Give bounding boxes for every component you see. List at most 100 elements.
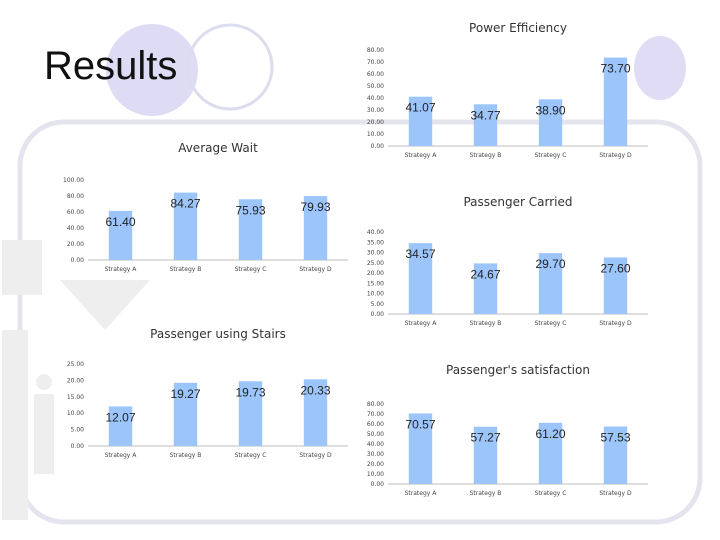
bar — [238, 199, 263, 260]
x-tick-label: Strategy D — [599, 152, 632, 159]
y-tick-label: 40.00 — [367, 441, 384, 448]
chart-passengers-satisfaction: Passenger's satisfaction 0.00 10.00 20.00 30… — [358, 360, 658, 500]
x-tick-label: Strategy C — [235, 266, 267, 273]
slide-frame — [17, 119, 703, 525]
chart-title: Power Efficiency — [469, 21, 567, 35]
data-label: 61.20 — [535, 427, 565, 441]
x-tick-label: Strategy D — [599, 320, 632, 327]
bar — [538, 99, 563, 146]
y-tick-label: 20.00 — [367, 461, 384, 468]
y-tick-label: 25.00 — [367, 260, 384, 267]
y-tick-label: 20.00 — [67, 241, 84, 248]
x-tick-label: Strategy C — [535, 320, 567, 327]
data-label: 57.27 — [470, 431, 500, 445]
y-tick-label: 70.00 — [367, 59, 384, 66]
bar — [303, 196, 328, 260]
decor-circle-outline — [186, 23, 274, 111]
slide-title: Results — [44, 44, 178, 88]
y-tick-label: 50.00 — [367, 83, 384, 90]
data-label: 29.70 — [535, 257, 565, 271]
x-tick-label: Strategy A — [405, 320, 438, 327]
chart-passenger-carried: Passenger Carried 0.00 5.00 10.00 15.00 20.00… — [358, 192, 658, 332]
x-tick-label: Strategy A — [405, 490, 438, 497]
decor-blob-right — [634, 36, 686, 100]
y-tick-label: 10.00 — [367, 131, 384, 138]
bar — [408, 96, 433, 146]
y-tick-label: 80.00 — [367, 47, 384, 54]
y-tick-label: 10.00 — [367, 291, 384, 298]
y-tick-label: 25.00 — [67, 361, 84, 368]
y-tick-label: 20.00 — [67, 377, 84, 384]
y-tick-label: 30.00 — [367, 250, 384, 257]
data-label: 27.60 — [600, 261, 630, 275]
x-tick-label: Strategy B — [170, 452, 202, 459]
bar — [473, 426, 498, 484]
x-tick-label: Strategy A — [105, 452, 138, 459]
data-label: 19.73 — [235, 385, 265, 399]
bar — [408, 243, 433, 314]
chart-svg: Passenger using Stairs 0.00 5.00 10.00 15.00… — [67, 327, 348, 459]
y-tick-label: 40.00 — [367, 229, 384, 236]
data-label: 61.40 — [105, 215, 135, 229]
data-label: 12.07 — [105, 410, 135, 424]
bar — [238, 381, 263, 446]
y-tick-label: 15.00 — [67, 394, 84, 401]
y-tick-label: 15.00 — [367, 280, 384, 287]
x-tick-label: Strategy A — [405, 152, 438, 159]
data-label: 84.27 — [170, 197, 200, 211]
y-tick-label: 5.00 — [371, 301, 385, 308]
bar — [473, 263, 498, 314]
bar — [603, 57, 628, 147]
data-label: 20.33 — [300, 383, 330, 397]
x-tick-label: Strategy B — [170, 266, 202, 273]
y-tick-label: 0.00 — [371, 143, 385, 150]
y-tick-label: 30.00 — [367, 107, 384, 114]
bar — [408, 413, 433, 484]
data-label: 34.57 — [405, 247, 435, 261]
y-tick-label: 10.00 — [67, 410, 84, 417]
y-tick-label: 0.00 — [71, 443, 85, 450]
x-tick-label: Strategy C — [535, 490, 567, 497]
y-tick-label: 70.00 — [367, 411, 384, 418]
chart-svg: Passenger's satisfaction 0.00 10.00 20.00 30… — [367, 363, 648, 497]
y-tick-label: 40.00 — [67, 225, 84, 232]
y-tick-label: 60.00 — [367, 71, 384, 78]
x-tick-label: Strategy C — [235, 452, 267, 459]
bar — [108, 210, 133, 260]
y-tick-label: 0.00 — [371, 481, 385, 488]
y-tick-label: 20.00 — [367, 119, 384, 126]
chart-passenger-using-stairs: Passenger using Stairs 0.00 5.00 10.00 15.00… — [32, 324, 348, 464]
x-tick-label: Strategy D — [299, 266, 332, 273]
chart-title: Average Wait — [178, 141, 258, 155]
y-tick-label: 0.00 — [71, 257, 85, 264]
x-tick-label: Strategy A — [105, 266, 138, 273]
data-label: 24.67 — [470, 267, 500, 281]
y-tick-label: 10.00 — [367, 471, 384, 478]
chart-title: Passenger using Stairs — [150, 327, 286, 341]
y-tick-label: 60.00 — [367, 421, 384, 428]
chart-svg: Power Efficiency 0.00 10.00 20.00 30.00 40.00… — [367, 21, 648, 159]
x-tick-label: Strategy B — [470, 152, 502, 159]
x-tick-label: Strategy B — [470, 320, 502, 327]
x-tick-label: Strategy B — [470, 490, 502, 497]
y-tick-label: 30.00 — [367, 451, 384, 458]
chart-average-wait: Average Wait 0.00 20.00 40.00 60.00 80.00 100.… — [32, 138, 348, 278]
data-label: 38.90 — [535, 103, 565, 117]
data-label: 57.53 — [600, 430, 630, 444]
data-label: 70.57 — [405, 417, 435, 431]
data-label: 19.27 — [170, 387, 200, 401]
data-label: 73.70 — [600, 62, 630, 76]
bar — [538, 422, 563, 484]
decor-circle-filled — [106, 24, 198, 116]
bar — [603, 426, 628, 484]
y-tick-label: 50.00 — [367, 431, 384, 438]
bar — [173, 382, 198, 446]
x-tick-label: Strategy D — [599, 490, 632, 497]
bar — [603, 257, 628, 314]
y-tick-label: 0.00 — [371, 311, 385, 318]
bar — [303, 379, 328, 446]
y-tick-label: 20.00 — [367, 270, 384, 277]
decor-figure — [2, 240, 150, 520]
data-label: 75.93 — [235, 203, 265, 217]
chart-title: Passenger Carried — [463, 195, 572, 209]
